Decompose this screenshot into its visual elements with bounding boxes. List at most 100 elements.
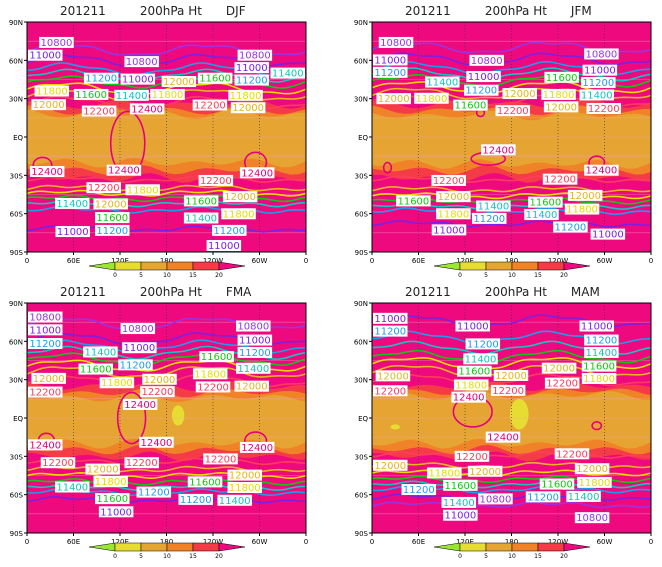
contour-label: 11400 [219,496,251,507]
colorbar-box [459,542,487,552]
contour-label-bg [125,184,160,196]
colorbar-upper-triangle [218,261,246,271]
lat-tick-label: 90S [10,530,24,538]
contour-label: 11000 [374,55,406,66]
contour-label: 11200 [374,327,406,338]
contour-label: 11200 [554,222,586,233]
contour-label-bg [236,320,271,332]
contour-label-bg [584,48,619,60]
contour-label-bg [114,89,149,101]
contour-label-bg [396,195,431,207]
contour-label-bg [106,164,142,176]
contour-label-bg [577,476,612,488]
contour-label-bg [124,457,159,469]
contour-label: 12400 [29,440,61,451]
contour-12000 [27,184,306,192]
contour-label: 11600 [96,494,128,505]
colorbar-label: 0 [458,553,462,560]
contour-labels: 1080011000112001080011000112001140011600… [28,311,275,518]
contour-label-bg [136,486,172,498]
contour-label-bg [553,221,588,233]
contour-label-bg [227,482,263,493]
contour-label: 11200 [585,336,617,347]
contour-label-bg [120,73,156,85]
contour-label: 10800 [237,322,269,333]
contour-label: 10800 [126,57,158,68]
contour-label-bg [197,72,233,84]
contour-label-bg [178,493,213,505]
contour-label: 11000 [122,75,154,86]
contour-label: 11400 [272,69,304,80]
contour-label-bg [40,457,76,469]
contour-label: 11400 [116,91,148,102]
panel-fma: 201211 200hPa Ht FMA 10800 11000 11200 10800 11… [0,281,330,564]
panel-jfm: 201211 200hPa Ht JFM 10800 11000 11200 10800 11… [345,0,662,283]
lat-tick-label: 60N [9,57,23,65]
contour-label-bg [443,509,478,521]
lon-tick-label: 120W [548,257,568,265]
colorbar-label: 15 [189,272,197,279]
contour-label: 12000 [232,103,264,114]
contour-label: 12000 [504,89,536,100]
contour-label: 11400 [581,90,613,101]
contour-label-bg [203,453,238,465]
contour-label-bg [28,386,63,398]
lat-tick-label: 90S [10,249,24,257]
map-svg: 1080011000112001080011000112001140011600… [354,19,653,279]
contour-label: 11200 [96,226,128,237]
contour-label-bg [39,36,74,48]
contour-label-bg [199,351,234,363]
contour-12400-loop [116,391,147,445]
contour-10800 [372,501,651,509]
contour-label-bg [584,334,619,346]
contour-label: 12400 [453,393,485,404]
plot-area [27,22,306,252]
lat-tick-label: 30N [354,377,368,385]
contour-label: 11000 [29,325,61,336]
colorbar-lower-triangle [433,542,461,552]
contour-label-bg [590,228,626,240]
contour-label-bg [237,334,273,346]
colorbar-box [485,261,513,271]
contour-label: 11000 [374,314,406,325]
contour-label: 11400 [185,214,217,225]
contour-label: 11600 [444,481,476,492]
lat-tick-label: 60N [354,57,368,65]
contour-label: 11000 [433,225,465,236]
contour-label: 11800 [428,468,460,479]
lat-tick-label: EQ [13,134,23,142]
contour-label: 12000 [543,364,575,375]
lon-tick-label: 60E [412,538,425,546]
contour-label-bg [455,320,490,332]
lon-tick-label: 180 [160,538,173,546]
contour-label-bg [230,102,266,114]
colorbar-label: 5 [139,272,143,279]
colorbar-box [192,261,220,271]
title-variable: 200hPa Ht [139,4,202,18]
contour-label: 12400 [124,400,156,411]
title-season: FMA [225,285,252,299]
colorbar-lower-triangle [433,261,461,271]
contour-label-bg [81,105,117,117]
lat-tick-label: 60N [9,338,23,346]
contour-label-bg [543,101,579,113]
contour-label: 12200 [205,454,237,465]
contour-label-bg [85,463,120,475]
lon-tick-label: 60W [252,538,268,546]
contour-label-bg [581,77,616,89]
contour-label-bg [161,76,197,88]
contour-label: 12400 [585,166,617,177]
colorbar-box [511,261,539,271]
contour-label: 11400 [56,483,88,494]
contour-label-bg [493,369,529,381]
contour-label-bg [441,496,477,508]
contour-label: 11800 [194,369,226,380]
lat-tick-label: 90N [354,300,368,308]
contour-label-bg [373,385,408,397]
contour-label-bg [466,71,501,83]
contour-label: 10800 [576,513,608,524]
contour-label: 11000 [584,66,616,77]
